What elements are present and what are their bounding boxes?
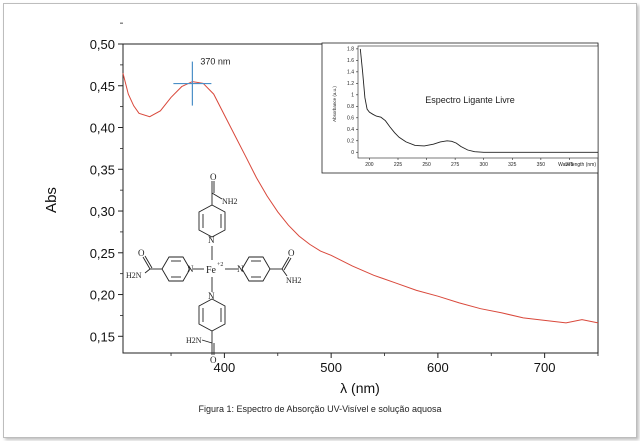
main-y-tick-label: 0,50 xyxy=(90,37,115,52)
iron-atom: Fe xyxy=(206,265,217,276)
oxygen-bottom: O xyxy=(210,355,217,365)
main-y-tick-label: 0,20 xyxy=(90,288,115,303)
inset-y-axis: 0 0.2 0.4 0.6 0.8 1 1.2 1.4 1.6 1.8 xyxy=(347,47,358,156)
inset-y-tick-label: 0.2 xyxy=(347,139,354,145)
inset-y-tick-label: 0.8 xyxy=(347,104,354,110)
fe-complex-structure: Fe +2 N N N N O O O O NH2 NH2 H2N H2N xyxy=(126,172,302,365)
inset-plot-area xyxy=(357,45,599,159)
carbonyl-bond xyxy=(281,256,290,270)
inset-y-tick-label: 1 xyxy=(351,93,354,99)
carbonyl-bond xyxy=(283,257,292,271)
inset-x-tick-label: 275 xyxy=(451,162,460,168)
inset-y-tick-label: 1.2 xyxy=(347,81,354,87)
main-y-tick-label: 0,45 xyxy=(90,79,115,94)
inset-x-tick-label: 200 xyxy=(365,162,374,168)
main-y-tick-label: 0,30 xyxy=(90,204,115,219)
inset-y-tick-label: 1.6 xyxy=(347,58,354,64)
inset-series-line xyxy=(359,48,598,153)
main-x-tick-label: 400 xyxy=(214,360,236,375)
oxygen-right: O xyxy=(288,248,295,258)
main-y-tick-label: 0,25 xyxy=(90,246,115,261)
main-y-tick-label: 0,15 xyxy=(90,329,115,344)
inset-x-tick-label: 250 xyxy=(422,162,431,168)
inset-x-tick-label: 350 xyxy=(537,162,546,168)
amide-cn-bond xyxy=(201,339,213,344)
oxygen-left: O xyxy=(138,248,145,258)
main-x-axis-label: λ (nm) xyxy=(340,380,380,396)
peak-annotation: 370 nm xyxy=(200,57,230,67)
peak-crosshair xyxy=(173,61,212,106)
amide-cn-bond xyxy=(144,268,151,274)
amide-top: NH2 xyxy=(222,197,238,206)
nitrogen-left: N xyxy=(187,264,194,274)
pyridine-ring-left xyxy=(161,256,191,282)
inset-y-tick-label: 0.6 xyxy=(347,116,354,122)
amide-cn-bond xyxy=(211,192,223,200)
amide-left: H2N xyxy=(126,271,142,280)
main-y-axis-label: Abs xyxy=(43,187,60,213)
inset-plot: 0 0.2 0.4 0.6 0.8 1 1.2 1.4 1.6 1.8 200 225 250 275 3… xyxy=(321,42,599,174)
main-x-tick-label: 700 xyxy=(534,360,556,375)
inset-x-tick-label: 300 xyxy=(480,162,489,168)
pyridine-ring-top xyxy=(198,204,226,238)
figure-caption: Figura 1: Espectro de Absorção UV-Visíve… xyxy=(198,404,442,414)
nitrogen-top: N xyxy=(208,235,215,245)
inset-y-tick-label: 1.4 xyxy=(347,70,354,76)
inset-y-tick-label: 0.4 xyxy=(347,127,354,133)
main-y-axis: 0,15 0,20 0,25 0,30 0,35 0,40 0,45 0,50 xyxy=(90,22,123,344)
metal-label-bg xyxy=(205,262,221,274)
main-y-tick-label: 0,40 xyxy=(90,121,115,136)
inset-y-axis-label: Absorbance (a.u.) xyxy=(332,86,337,122)
inset-y-tick-label: 0 xyxy=(351,150,354,156)
nitrogen-right: N xyxy=(237,264,244,274)
inset-title: Espectro Ligante Livre xyxy=(425,95,515,105)
main-x-tick-label: 600 xyxy=(427,360,449,375)
nitrogen-bottom: N xyxy=(208,291,215,301)
main-y-tick-label: 0,35 xyxy=(90,162,115,177)
inset-x-tick-label: 375 xyxy=(565,162,574,168)
main-x-axis: 400 500 600 700 xyxy=(170,353,599,375)
inset-x-tick-label: 225 xyxy=(394,162,403,168)
iron-charge: +2 xyxy=(217,262,223,268)
inset-x-tick-label: 325 xyxy=(508,162,517,168)
amide-bottom: H2N xyxy=(186,336,202,345)
carbonyl-bond xyxy=(142,256,151,270)
main-x-tick-label: 500 xyxy=(320,360,342,375)
inset-y-tick-label: 1.8 xyxy=(347,47,354,53)
main-series-line xyxy=(122,73,599,324)
carbonyl-bond xyxy=(144,255,153,269)
amide-right: NH2 xyxy=(286,276,302,285)
oxygen-top: O xyxy=(210,172,217,182)
inset-x-axis-label: Wavelength (nm) xyxy=(558,162,596,168)
amide-cn-bond xyxy=(281,268,288,277)
